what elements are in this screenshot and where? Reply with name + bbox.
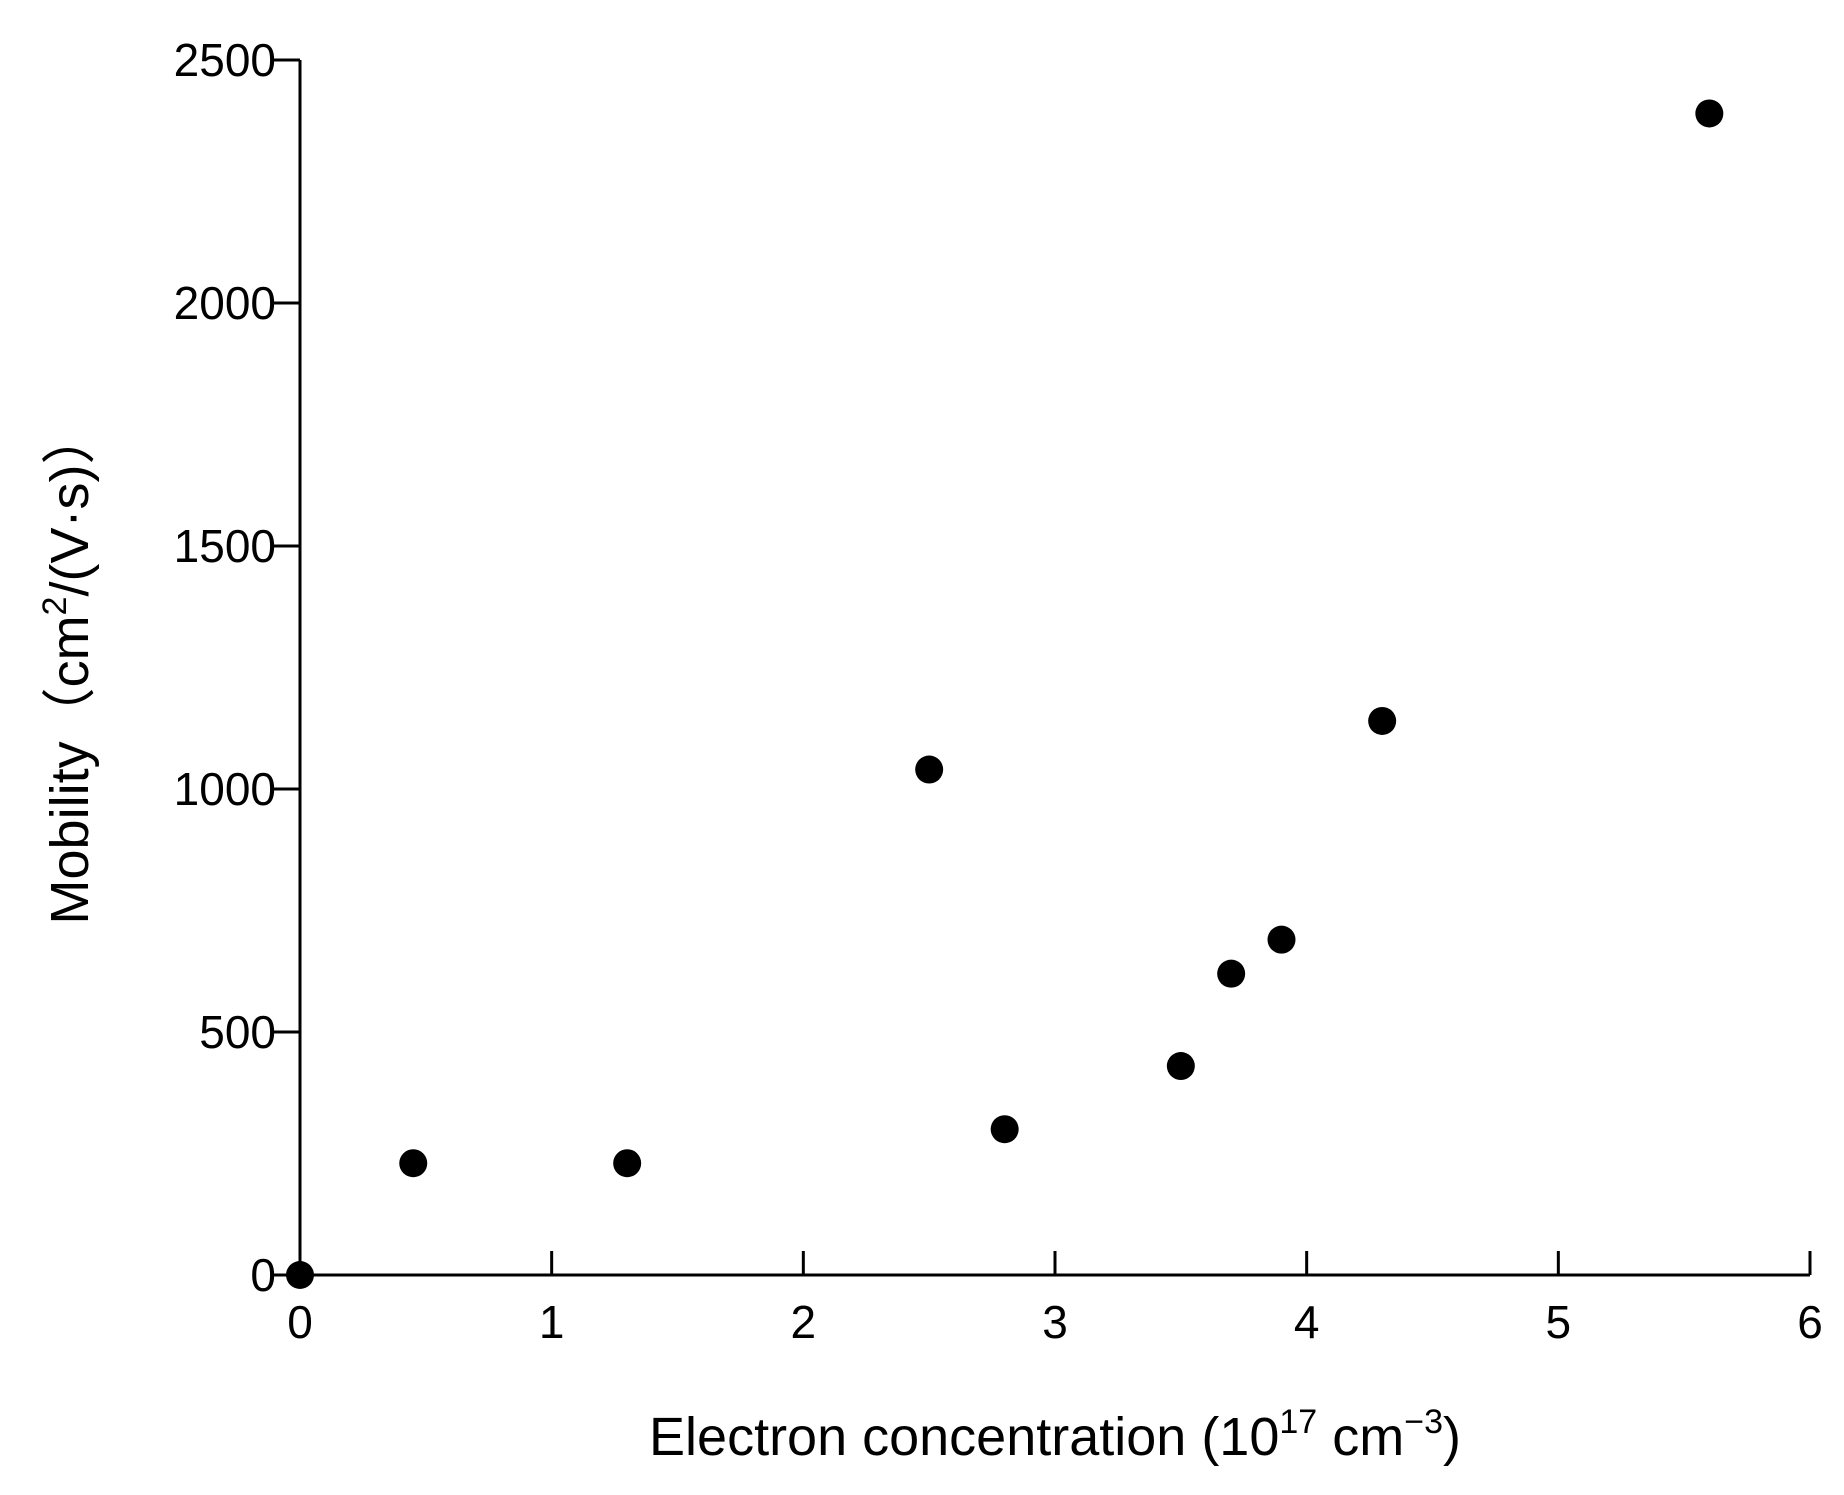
y-tick-label: 1000	[174, 763, 276, 815]
y-tick-label: 500	[199, 1006, 276, 1058]
y-tick-label: 1500	[174, 520, 276, 572]
x-tick-label: 0	[287, 1296, 313, 1348]
data-point	[915, 755, 944, 784]
data-point	[286, 1261, 314, 1289]
y-axis-title-exponent: 2	[36, 597, 74, 616]
axes	[298, 60, 1810, 1277]
data-point	[1695, 99, 1724, 128]
x-tick-label: 5	[1546, 1296, 1572, 1348]
x-axis-title-exponent-1: 17	[1279, 1403, 1317, 1441]
data-point	[399, 1149, 428, 1178]
x-tick-label: 6	[1797, 1296, 1823, 1348]
data-point	[1267, 925, 1296, 954]
x-axis-title-suffix: )	[1443, 1407, 1461, 1467]
y-axis-title-prefix: Mobility（cm	[40, 615, 100, 924]
y-axis-ticks: 0 500 1000 1500 2000 2500	[174, 34, 300, 1301]
data-point	[1166, 1052, 1195, 1081]
x-axis-title-prefix: Electron concentration (10	[649, 1407, 1279, 1467]
x-axis-title-exponent-2: −3	[1404, 1403, 1443, 1441]
x-tick-label: 1	[539, 1296, 565, 1348]
x-axis-title: Electron concentration (1017 cm−3)	[649, 1403, 1461, 1467]
data-point	[990, 1115, 1019, 1144]
data-points	[286, 99, 1724, 1289]
data-point	[1368, 706, 1397, 735]
y-axis-title: Mobility（cm2/(V·s)）	[36, 411, 100, 925]
x-axis-title-unit: cm	[1317, 1407, 1404, 1467]
x-tick-label: 2	[791, 1296, 817, 1348]
data-point	[613, 1149, 642, 1178]
y-tick-label: 2500	[174, 34, 276, 86]
y-tick-label: 2000	[174, 277, 276, 329]
data-point	[1217, 959, 1246, 988]
x-axis-ticks: 0 1 2 3 4 5 6	[287, 1251, 1823, 1348]
y-axis-title-suffix: /(V·s)）	[40, 411, 100, 597]
x-tick-label: 3	[1042, 1296, 1068, 1348]
y-tick-label: 0	[250, 1249, 276, 1301]
x-tick-label: 4	[1294, 1296, 1320, 1348]
